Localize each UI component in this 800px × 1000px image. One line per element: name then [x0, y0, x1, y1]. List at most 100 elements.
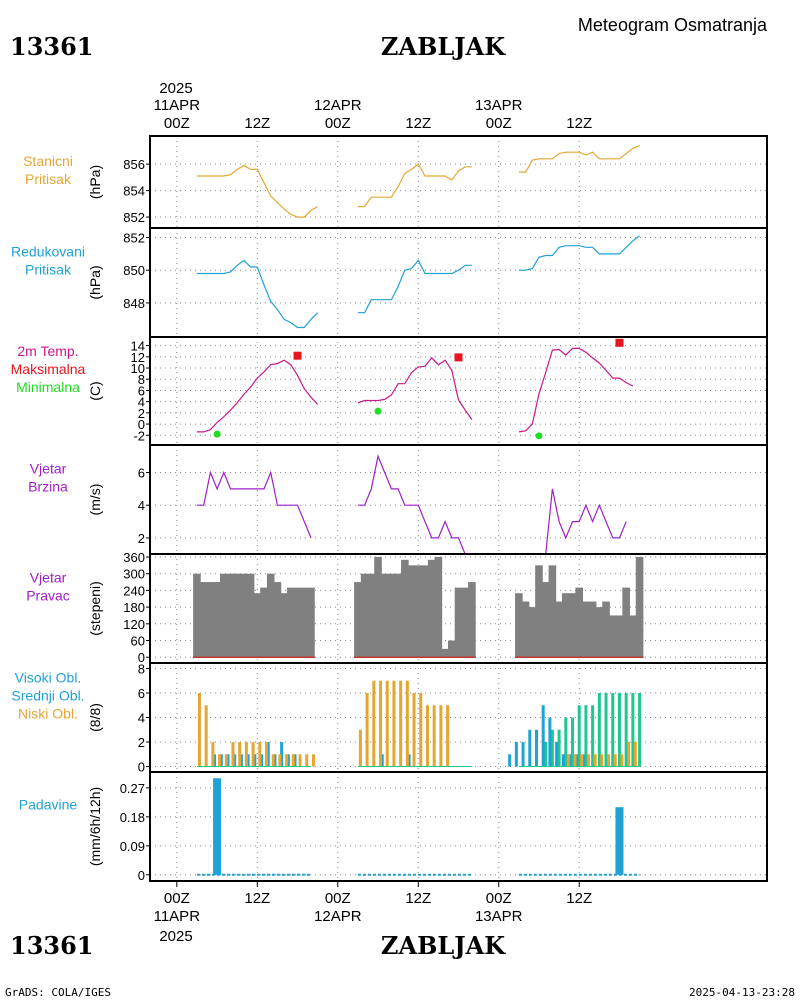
unit-label: (mm/6h/12h) [87, 787, 103, 866]
param-label-1: Pravac [26, 588, 70, 604]
y-tick-2: 2 [138, 406, 145, 421]
high-cloud-bar-0-0 [544, 742, 548, 767]
low-cloud-bar-2-10 [633, 742, 637, 767]
high-cloud-bar-0-2 [557, 729, 561, 767]
precip-bar-0 [213, 778, 222, 875]
param-label-0: Vjetar [30, 461, 67, 477]
footer-station-name: ZABLJAK [381, 931, 506, 960]
low-cloud-bar-2-3 [586, 754, 590, 767]
top-tick-hour-1: 12Z [244, 115, 270, 132]
direction-bar-0-4 [219, 573, 228, 658]
bottom-tick-day-4: 13APR [475, 908, 523, 925]
station-name: ZABLJAK [381, 32, 506, 61]
medium-cloud-bar-2-5 [541, 705, 545, 767]
y-tick-6: 360 [123, 550, 145, 565]
param-label-1: Maksimalna [11, 361, 86, 377]
y-tick-5: 300 [123, 567, 145, 582]
low-cloud-bar-2-1 [573, 754, 577, 767]
direction-bar-1-5 [387, 573, 396, 658]
high-cloud-bar-0-12 [624, 692, 628, 767]
bottom-tick-hour-4: 00Z [486, 890, 512, 907]
panel-station-pressure: 852 854 856 (hPa) Stanicni Pritisak [23, 135, 768, 229]
medium-cloud-bar-1-1 [407, 754, 411, 767]
direction-bar-0-8 [246, 573, 255, 658]
direction-bar-0-0 [193, 573, 201, 658]
medium-cloud-bar-2-9 [568, 754, 572, 767]
medium-cloud-bar-0-4 [239, 754, 243, 767]
y-tick-1: 4 [138, 498, 145, 513]
direction-bar-0-11 [266, 573, 275, 658]
low-cloud-bar-0-3 [218, 754, 222, 767]
panel-reduced-pressure: 848 850 852 (hPa)Redukovani Pritisak [11, 227, 768, 338]
max-temp-marker-0 [293, 351, 302, 360]
y-tick-2: 852 [123, 231, 145, 246]
low-cloud-bar-2-0 [566, 754, 570, 767]
precip-bar-1 [615, 807, 624, 875]
low-cloud-bar-0-12 [278, 754, 282, 767]
direction-bar-2-3 [535, 565, 543, 658]
unit-label: (m/s) [87, 484, 103, 516]
top-axis-year: 2025 [159, 80, 192, 97]
medium-cloud-bar-0-5 [246, 754, 250, 767]
low-cloud-bar-0-14 [291, 754, 295, 767]
direction-bar-2-16 [622, 587, 630, 658]
high-cloud-bar-0-8 [597, 692, 601, 767]
low-cloud-bar-1-10 [425, 705, 429, 767]
y-tick-2: 120 [123, 617, 145, 632]
direction-bar-2-5 [548, 565, 557, 658]
direction-bar-1-15 [454, 587, 463, 658]
panel-frame [149, 336, 768, 446]
series-0-segment-1 [357, 454, 472, 555]
low-cloud-bar-1-9 [419, 692, 423, 767]
low-cloud-bar-2-8 [620, 754, 624, 767]
high-cloud-bar-0-4 [571, 717, 575, 767]
unit-label: (hPa) [87, 165, 103, 199]
low-cloud-bar-0-5 [231, 742, 235, 767]
medium-cloud-bar-0-8 [266, 742, 270, 767]
param-label-2: Minimalna [16, 379, 80, 395]
top-tick-day-0: 11APR [154, 97, 201, 114]
min-temp-marker-0 [213, 430, 221, 438]
footer-station-id: 13361 [10, 931, 94, 960]
low-cloud-bar-0-4 [224, 754, 228, 767]
medium-cloud-bar-2-1 [514, 742, 518, 767]
medium-cloud-bar-2-3 [528, 729, 532, 767]
series-0-segment-0 [196, 470, 312, 539]
medium-cloud-bar-0-7 [260, 754, 264, 767]
y-tick-0: 848 [123, 296, 145, 311]
high-cloud-bar-0-9 [604, 692, 608, 767]
y-tick-3: 0.27 [120, 781, 145, 796]
high-cloud-bar-0-6 [584, 705, 588, 767]
bottom-tick-hour-3: 12Z [405, 890, 431, 907]
low-cloud-bar-1-5 [392, 680, 396, 767]
direction-bar-1-1 [360, 573, 369, 658]
direction-bar-2-2 [528, 607, 537, 658]
top-tick-day-2: 12APR [314, 97, 362, 114]
direction-bar-2-15 [615, 615, 624, 658]
low-cloud-bar-0-2 [211, 742, 215, 767]
y-tick-1: 850 [123, 263, 145, 278]
y-tick-0: 852 [123, 210, 145, 225]
panel-wind-speed: 2 4 6 (m/s) Vjetar Brzina [28, 444, 768, 555]
low-cloud-bar-1-7 [405, 680, 409, 767]
medium-cloud-bar-1-0 [380, 754, 384, 767]
y-tick-5: 8 [138, 372, 145, 387]
max-temp-marker-1 [454, 353, 463, 362]
y-tick-7: 12 [131, 350, 145, 365]
direction-bar-0-14 [287, 587, 295, 658]
series-0-segment-0 [196, 164, 319, 218]
unit-label: (C) [87, 381, 103, 400]
direction-bar-2-0 [515, 593, 523, 658]
direction-bar-2-8 [568, 593, 577, 658]
y-tick-labels: 2 4 6 [138, 466, 150, 546]
param-label-0: Redukovani [11, 244, 85, 260]
low-cloud-bar-0-9 [258, 742, 262, 767]
unit-label: (hPa) [87, 265, 103, 299]
high-cloud-bar-0-7 [591, 705, 595, 767]
y-tick-labels: 0 2 4 6 8 [138, 661, 150, 775]
direction-bar-1-11 [427, 559, 436, 658]
direction-bar-2-12 [595, 607, 604, 658]
